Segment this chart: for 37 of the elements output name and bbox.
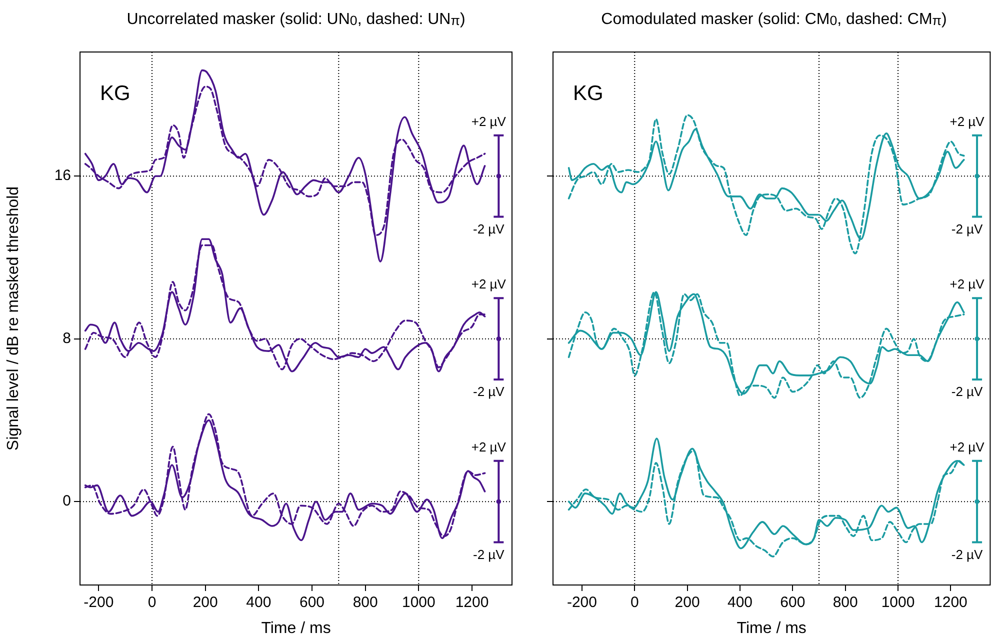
- annotation: +2 µV: [471, 276, 506, 292]
- x-tick-label: 1000: [402, 594, 436, 612]
- x-tick-label: 0: [148, 594, 156, 612]
- annotation: +2 µV: [471, 114, 506, 129]
- annotation: +2 µV: [950, 114, 985, 129]
- annotation: +2 µV: [950, 276, 985, 292]
- x-axis-title: Time / ms: [261, 620, 331, 637]
- x-tick-label: 1000: [881, 594, 915, 612]
- y-tick-label: 0: [62, 492, 71, 510]
- annotation: -2 µV: [951, 546, 984, 562]
- annotation: -2 µV: [951, 384, 984, 400]
- y-tick-label: 8: [62, 330, 71, 347]
- annotation: -2 µV: [472, 221, 505, 236]
- x-tick-label: 1200: [934, 594, 968, 612]
- x-axis-title: Time / ms: [736, 620, 806, 637]
- x-tick-label: 1200: [455, 594, 489, 612]
- annotation: +2 µV: [950, 439, 985, 454]
- x-tick-label: 400: [246, 594, 272, 612]
- y-axis-title: Signal level / dB re masked threshold: [5, 186, 22, 451]
- annotation: -2 µV: [472, 546, 505, 562]
- x-tick-label: 400: [727, 594, 753, 612]
- annotation: KG: [573, 82, 604, 105]
- x-tick-label: 200: [674, 594, 700, 612]
- x-tick-label: 800: [832, 594, 858, 612]
- x-tick-label: -200: [84, 594, 114, 612]
- x-tick-label: 600: [299, 594, 325, 612]
- annotation: +2 µV: [471, 439, 506, 454]
- line-series: [84, 69, 486, 262]
- x-tick-label: -200: [566, 594, 597, 612]
- x-tick-label: 0: [630, 594, 639, 612]
- x-tick-label: 600: [780, 594, 806, 612]
- annotation: KG: [100, 82, 130, 105]
- x-tick-label: 800: [352, 594, 378, 612]
- annotation: -2 µV: [951, 221, 984, 236]
- y-tick-label: 16: [54, 167, 71, 184]
- annotation: -2 µV: [472, 384, 505, 400]
- x-tick-label: 200: [192, 594, 218, 612]
